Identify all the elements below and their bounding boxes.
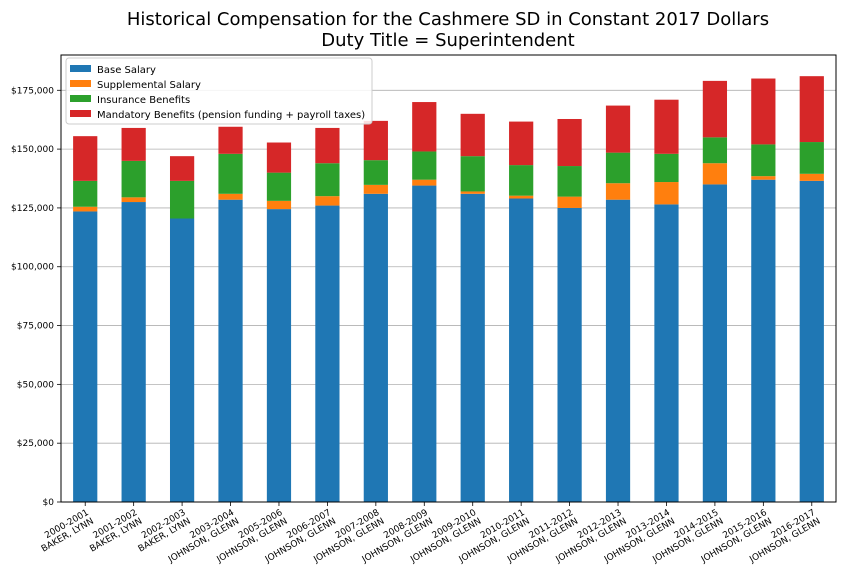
bar-segment [557,207,582,502]
bar-segment [751,176,776,180]
bar-segment [751,179,776,503]
legend-swatch [70,80,91,87]
bar-segment [121,160,146,198]
chart-title-line-2: Duty Title = Superintendent [321,30,574,51]
bar-segment [509,121,534,166]
bar-segment [412,102,437,152]
bar-segment [169,218,195,503]
bar-segment [557,118,582,167]
bar-segment [315,205,340,502]
bar-segment [605,105,631,153]
legend-swatch [70,65,91,72]
bar-segment [315,127,340,164]
bar-segment [702,184,728,503]
bar-segment [412,151,437,180]
bar-segment [605,199,631,503]
y-tick-label: $25,000 [17,439,54,449]
bar-segment [121,202,146,502]
y-axis: $0 $25,000 $50,000 $75,000 $100,000 $125,000 $… [11,86,61,508]
bar-segment [363,120,388,161]
bar-segment [363,160,388,185]
bar-segment [266,142,292,173]
y-tick-label: $125,000 [11,204,54,214]
bar-segment [654,204,679,503]
bar-segment [266,200,292,210]
y-tick-label: $175,000 [11,86,54,96]
bar-segment [363,184,388,194]
bar-segment [266,172,292,201]
y-tick-label: $150,000 [11,145,54,155]
bar-segment [121,127,146,161]
bar-segment [799,76,824,143]
bar-segment [799,173,824,181]
bar-segment [73,211,98,502]
legend-swatch [70,95,91,102]
legend: Base Salary Supplemental Salary Insurance … [65,57,373,125]
bar-segment [751,144,776,177]
bar-segment [702,80,728,138]
bar-segment [605,183,631,200]
bar-segment [557,166,582,197]
bar-segment [654,182,679,205]
x-tick-label: 2001-2002BAKER, LYNN [83,508,144,555]
bar-segment [702,163,728,185]
chart-title-line-1: Historical Compensation for the Cashmere… [127,9,769,30]
bar-segment [412,185,437,503]
bar-segment [460,156,485,192]
bar-segment [460,191,485,194]
bar-segment [169,156,195,181]
bar-segment [121,197,146,203]
bar-segment [412,179,437,186]
bar-segment [509,165,534,196]
bar-segment [73,206,98,212]
bar-segment [218,199,243,503]
bar-segment [73,136,98,181]
bar-segment [799,142,824,174]
bar-segment [73,180,98,207]
bar-segment [218,193,243,200]
bar-segment [218,153,243,194]
bar-segment [266,209,292,503]
y-tick-label: $100,000 [11,263,54,273]
bars-group [73,76,824,503]
x-tick-label: 2000-2001BAKER, LYNN [35,508,96,555]
bar-segment [509,195,534,199]
legend-label: Insurance Benefits [97,95,190,106]
y-tick-label: $50,000 [17,380,54,390]
bar-segment [460,113,485,157]
bar-segment [315,196,340,206]
legend-swatch [70,110,91,117]
bar-segment [799,180,824,502]
legend-label: Supplemental Salary [97,80,201,91]
bar-segment [557,196,582,208]
bar-segment [702,137,728,164]
bar-segment [169,180,195,219]
y-tick-label: $75,000 [17,322,54,332]
bar-segment [654,153,679,183]
y-tick-label: $0 [43,498,55,508]
legend-label: Base Salary [97,65,156,76]
bar-segment [509,198,534,502]
plot-frame [60,54,837,503]
bar-segment [654,99,679,154]
bar-segment [218,126,243,154]
bar-segment [460,193,485,502]
legend-box [65,57,373,125]
bar-segment [751,78,776,145]
legend-label: Mandatory Benefits (pension funding + pa… [97,110,365,121]
bar-segment [315,163,340,197]
bar-segment [363,193,388,502]
bar-segment [605,152,631,184]
